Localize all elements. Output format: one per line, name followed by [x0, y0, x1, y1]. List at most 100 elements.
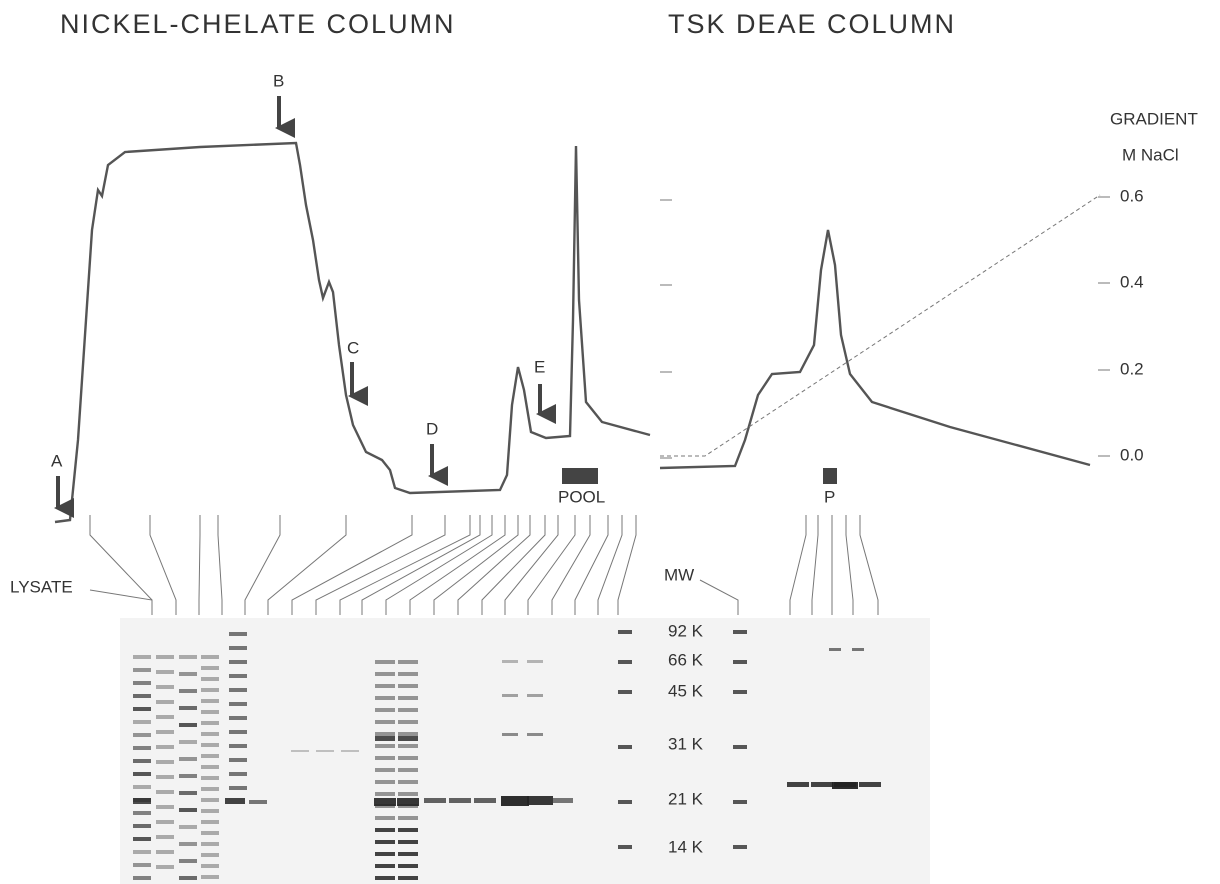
lane-connector: [90, 515, 152, 615]
gel-band: [398, 852, 418, 856]
gel-band: [156, 820, 174, 824]
gel-band: [179, 808, 197, 812]
gel-band: [133, 746, 151, 750]
gel-band: [424, 798, 446, 803]
gel-band: [133, 824, 151, 828]
gel-band: [179, 672, 197, 676]
gel-band: [179, 791, 197, 795]
gel-band: [811, 782, 833, 787]
lane-connectors: [90, 515, 878, 615]
gel-band: [397, 798, 419, 806]
lane-connector: [618, 515, 636, 615]
marker-label: D: [426, 419, 438, 438]
gel-band: [398, 876, 418, 880]
gel-band: [201, 743, 219, 747]
gel-band: [133, 655, 151, 659]
gel-band: [733, 630, 747, 634]
gel-band: [229, 716, 247, 720]
gel-band: [229, 688, 247, 692]
lane-connector: [482, 515, 545, 615]
gel-band: [249, 800, 267, 804]
gel-band: [733, 845, 747, 849]
axis-title: GRADIENT: [1110, 109, 1198, 128]
lane-connector: [860, 515, 878, 615]
gel-band: [156, 775, 174, 779]
gel-band: [375, 840, 395, 844]
gel-band: [201, 787, 219, 791]
gel-band: [229, 660, 247, 664]
gel-band: [618, 660, 632, 664]
axis-tick-label: 0.6: [1120, 186, 1144, 205]
gel-band: [733, 660, 747, 664]
gel-band: [375, 864, 395, 868]
marker-label: C: [347, 338, 359, 357]
gel-band: [156, 865, 174, 869]
gel-band: [156, 835, 174, 839]
gel-band: [832, 782, 858, 789]
gel-band: [133, 785, 151, 789]
gel-band: [201, 864, 219, 868]
gel-band: [502, 733, 518, 736]
mw-label: 45 K: [668, 681, 704, 700]
gel-band: [229, 702, 247, 706]
lane-label: LYSATE: [10, 577, 73, 596]
gel-band: [201, 853, 219, 857]
gel-band: [133, 811, 151, 815]
panel-title: TSK DEAE COLUMN: [668, 9, 956, 39]
gel-band: [398, 696, 418, 700]
gel-band: [156, 715, 174, 719]
gel-band: [201, 666, 219, 670]
gel-band: [201, 699, 219, 703]
pool-label: P: [824, 487, 835, 506]
gel-band: [179, 842, 197, 846]
gel-band: [179, 757, 197, 761]
gel-band: [225, 798, 245, 804]
gel-band: [375, 696, 395, 700]
lane-connector: [245, 515, 280, 615]
gel-band: [229, 772, 247, 776]
gel-band: [787, 782, 809, 787]
marker-label: E: [534, 357, 545, 376]
mw-label: 31 K: [668, 734, 704, 753]
gel-band: [398, 672, 418, 676]
gel-band: [133, 772, 151, 776]
lane-connector: [218, 515, 222, 615]
gel-band: [201, 721, 219, 725]
lane-connector: [458, 515, 530, 615]
gel-band: [618, 630, 632, 634]
gel-band: [618, 845, 632, 849]
axis-tick-label: 0.2: [1120, 359, 1144, 378]
marker-title: MW: [664, 565, 694, 584]
gel-band: [527, 694, 543, 697]
gel-band: [201, 677, 219, 681]
gel-band: [201, 688, 219, 692]
gel-band: [375, 828, 395, 832]
gel-band: [156, 700, 174, 704]
gel-band: [733, 800, 747, 804]
lane-connector: [790, 515, 806, 615]
gel-band: [398, 780, 418, 784]
gel-band: [133, 863, 151, 867]
lane-connector: [386, 515, 492, 615]
mw-label: 92 K: [668, 621, 704, 640]
gel-band: [229, 730, 247, 734]
gel-band: [156, 760, 174, 764]
gel-band: [375, 792, 395, 796]
gel-band: [375, 708, 395, 712]
gel-band: [398, 736, 418, 741]
axis-ticks: [660, 197, 1110, 458]
gel-band: [398, 816, 418, 820]
gel-band: [201, 798, 219, 802]
gel: [120, 618, 930, 884]
gel-band: [375, 684, 395, 688]
gel-band: [733, 745, 747, 749]
gel-band: [229, 646, 247, 650]
lane-connector: [362, 515, 480, 615]
gel-band: [156, 670, 174, 674]
gel-band: [201, 655, 219, 659]
gel-band: [201, 809, 219, 813]
gel-band: [375, 852, 395, 856]
gel-band: [474, 798, 496, 803]
gel-band: [133, 707, 151, 711]
gel-band: [156, 790, 174, 794]
